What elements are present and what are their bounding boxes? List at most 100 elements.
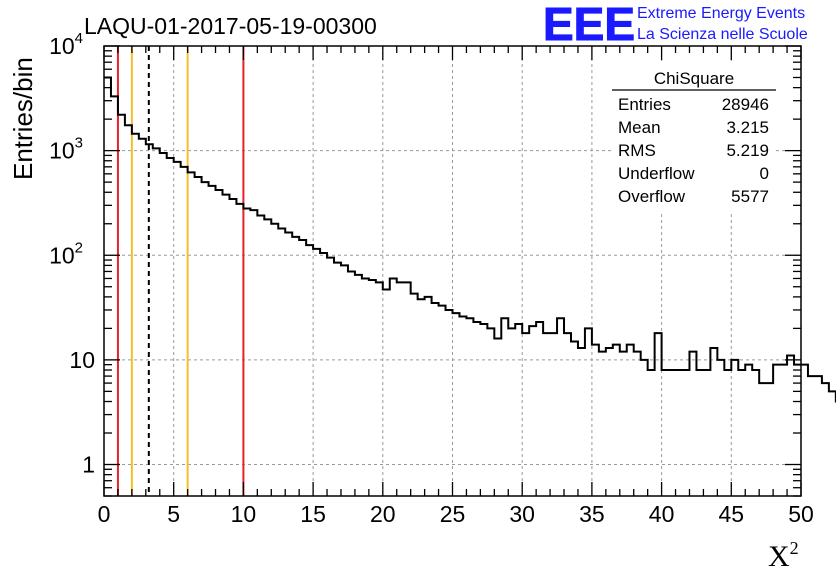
histogram-bin-28	[299, 240, 306, 496]
stats-value-overflow: 5577	[731, 187, 769, 206]
y-axis-title: Entries/bin	[8, 57, 38, 180]
histogram-bin-43	[404, 282, 411, 496]
x-tick-label-30: 30	[509, 501, 535, 527]
stats-value-rms: 5.219	[726, 141, 769, 160]
reference-lines	[116, 46, 245, 496]
histogram-bin-7	[153, 148, 160, 496]
histogram-bin-92	[745, 365, 752, 496]
histogram-bin-60	[522, 333, 529, 496]
histogram-bin-81	[669, 370, 676, 496]
histogram-bin-16	[216, 190, 223, 496]
histogram-bin-94	[759, 383, 766, 496]
histogram-bin-6	[146, 144, 153, 496]
histogram-bin-33	[334, 263, 341, 496]
histogram-bin-52	[466, 318, 473, 496]
histogram-bin-50	[453, 313, 460, 496]
histogram-bin-56	[494, 339, 501, 496]
histogram-bin-101	[808, 376, 815, 496]
eee-logo-line2: La Scienza nelle Scuole	[637, 26, 808, 43]
histogram-bin-8	[160, 153, 167, 496]
x-tick-label-0: 0	[98, 501, 111, 527]
histogram-bin-45	[418, 299, 425, 496]
histogram-bin-38	[369, 280, 376, 496]
stats-value-underflow: 0	[760, 164, 769, 183]
histogram-bin-82	[676, 370, 683, 496]
y-tick-label-base: 1	[82, 452, 95, 478]
histogram-bin-3	[125, 125, 132, 496]
x-tick-label-50: 50	[788, 501, 814, 527]
histogram-bin-65	[557, 318, 564, 496]
histogram-bin-35	[348, 271, 355, 496]
stats-value-mean: 3.215	[726, 118, 769, 137]
histogram-bin-41	[390, 278, 397, 496]
histogram-bin-9	[167, 158, 174, 496]
histogram-bin-71	[599, 352, 606, 496]
eee-logo: EEE Extreme Energy Events La Scienza nel…	[543, 0, 808, 51]
histogram-bin-15	[209, 186, 216, 496]
histogram-bin-22	[257, 215, 264, 496]
stats-label-entries: Entries	[618, 95, 671, 114]
y-tick-label-10: 10	[69, 347, 95, 373]
eee-logo-mark: EEE	[543, 0, 635, 50]
histogram-bin-93	[752, 370, 759, 496]
x-tick-label-25: 25	[440, 501, 466, 527]
histogram-bin-47	[432, 303, 439, 496]
histogram-bin-20	[243, 208, 250, 496]
eee-logo-line1: Extreme Energy Events	[637, 5, 805, 22]
histogram-bin-18	[229, 199, 236, 496]
histogram-bin-99	[794, 365, 801, 496]
histogram-bin-75	[627, 345, 634, 496]
histogram-bin-10	[174, 162, 181, 496]
histogram-bin-88	[717, 360, 724, 496]
histogram-bin-31	[320, 253, 327, 496]
stats-box: ChiSquare Entries 28946 Mean 3.215 RMS 5.219 U…	[612, 64, 776, 212]
histogram-bin-90	[731, 360, 738, 496]
x-tick-label-10: 10	[231, 501, 257, 527]
grid-lines	[104, 46, 801, 496]
histogram-bin-29	[306, 245, 313, 496]
histogram-bin-69	[585, 328, 592, 496]
histogram-bin-23	[264, 219, 271, 496]
histogram-bin-1	[111, 96, 118, 496]
histogram-bin-36	[355, 275, 362, 496]
histogram-bin-85	[696, 370, 703, 496]
y-tick-label-base: 10	[49, 242, 75, 268]
histogram-bin-53	[473, 322, 480, 496]
histogram-bin-26	[285, 232, 292, 496]
histogram-bin-59	[515, 324, 522, 496]
histogram-bin-84	[689, 352, 696, 496]
histogram-bin-63	[543, 333, 550, 496]
x-tick-label-45: 45	[719, 501, 745, 527]
histogram-bin-77	[641, 360, 648, 496]
histogram-bin-5	[139, 139, 146, 496]
histogram-series	[104, 76, 836, 496]
histogram-bin-55	[487, 328, 494, 496]
chart-title: LAQU-01-2017-05-19-00300	[84, 13, 377, 39]
histogram-bin-49	[446, 310, 453, 496]
histogram-bin-57	[501, 318, 508, 496]
histogram-bin-100	[801, 365, 808, 496]
histogram-bin-58	[508, 328, 515, 496]
histogram-bin-46	[425, 297, 432, 496]
histogram-bin-104	[829, 391, 836, 496]
y-tick-label-exponent: 4	[75, 30, 83, 47]
histogram-bin-42	[397, 282, 404, 496]
y-tick-label-1000: 103	[49, 135, 83, 164]
y-tick-label-1: 1	[82, 452, 95, 478]
x-tick-label-20: 20	[370, 501, 396, 527]
histogram-bin-79	[655, 333, 662, 496]
histogram-bin-51	[459, 316, 466, 496]
y-tick-label-exponent: 3	[75, 135, 83, 152]
histogram-bin-73	[613, 345, 620, 496]
y-tick-label-base: 10	[69, 347, 95, 373]
histogram-bin-37	[362, 278, 369, 496]
histogram-bin-13	[195, 177, 202, 496]
stats-value-entries: 28946	[722, 95, 769, 114]
x-axis-title-base: X	[768, 540, 790, 572]
histogram-bin-97	[780, 365, 787, 496]
histogram-bin-74	[620, 352, 627, 496]
histogram-bin-54	[480, 324, 487, 496]
histogram-bin-64	[550, 333, 557, 496]
histogram-bin-83	[683, 370, 690, 496]
